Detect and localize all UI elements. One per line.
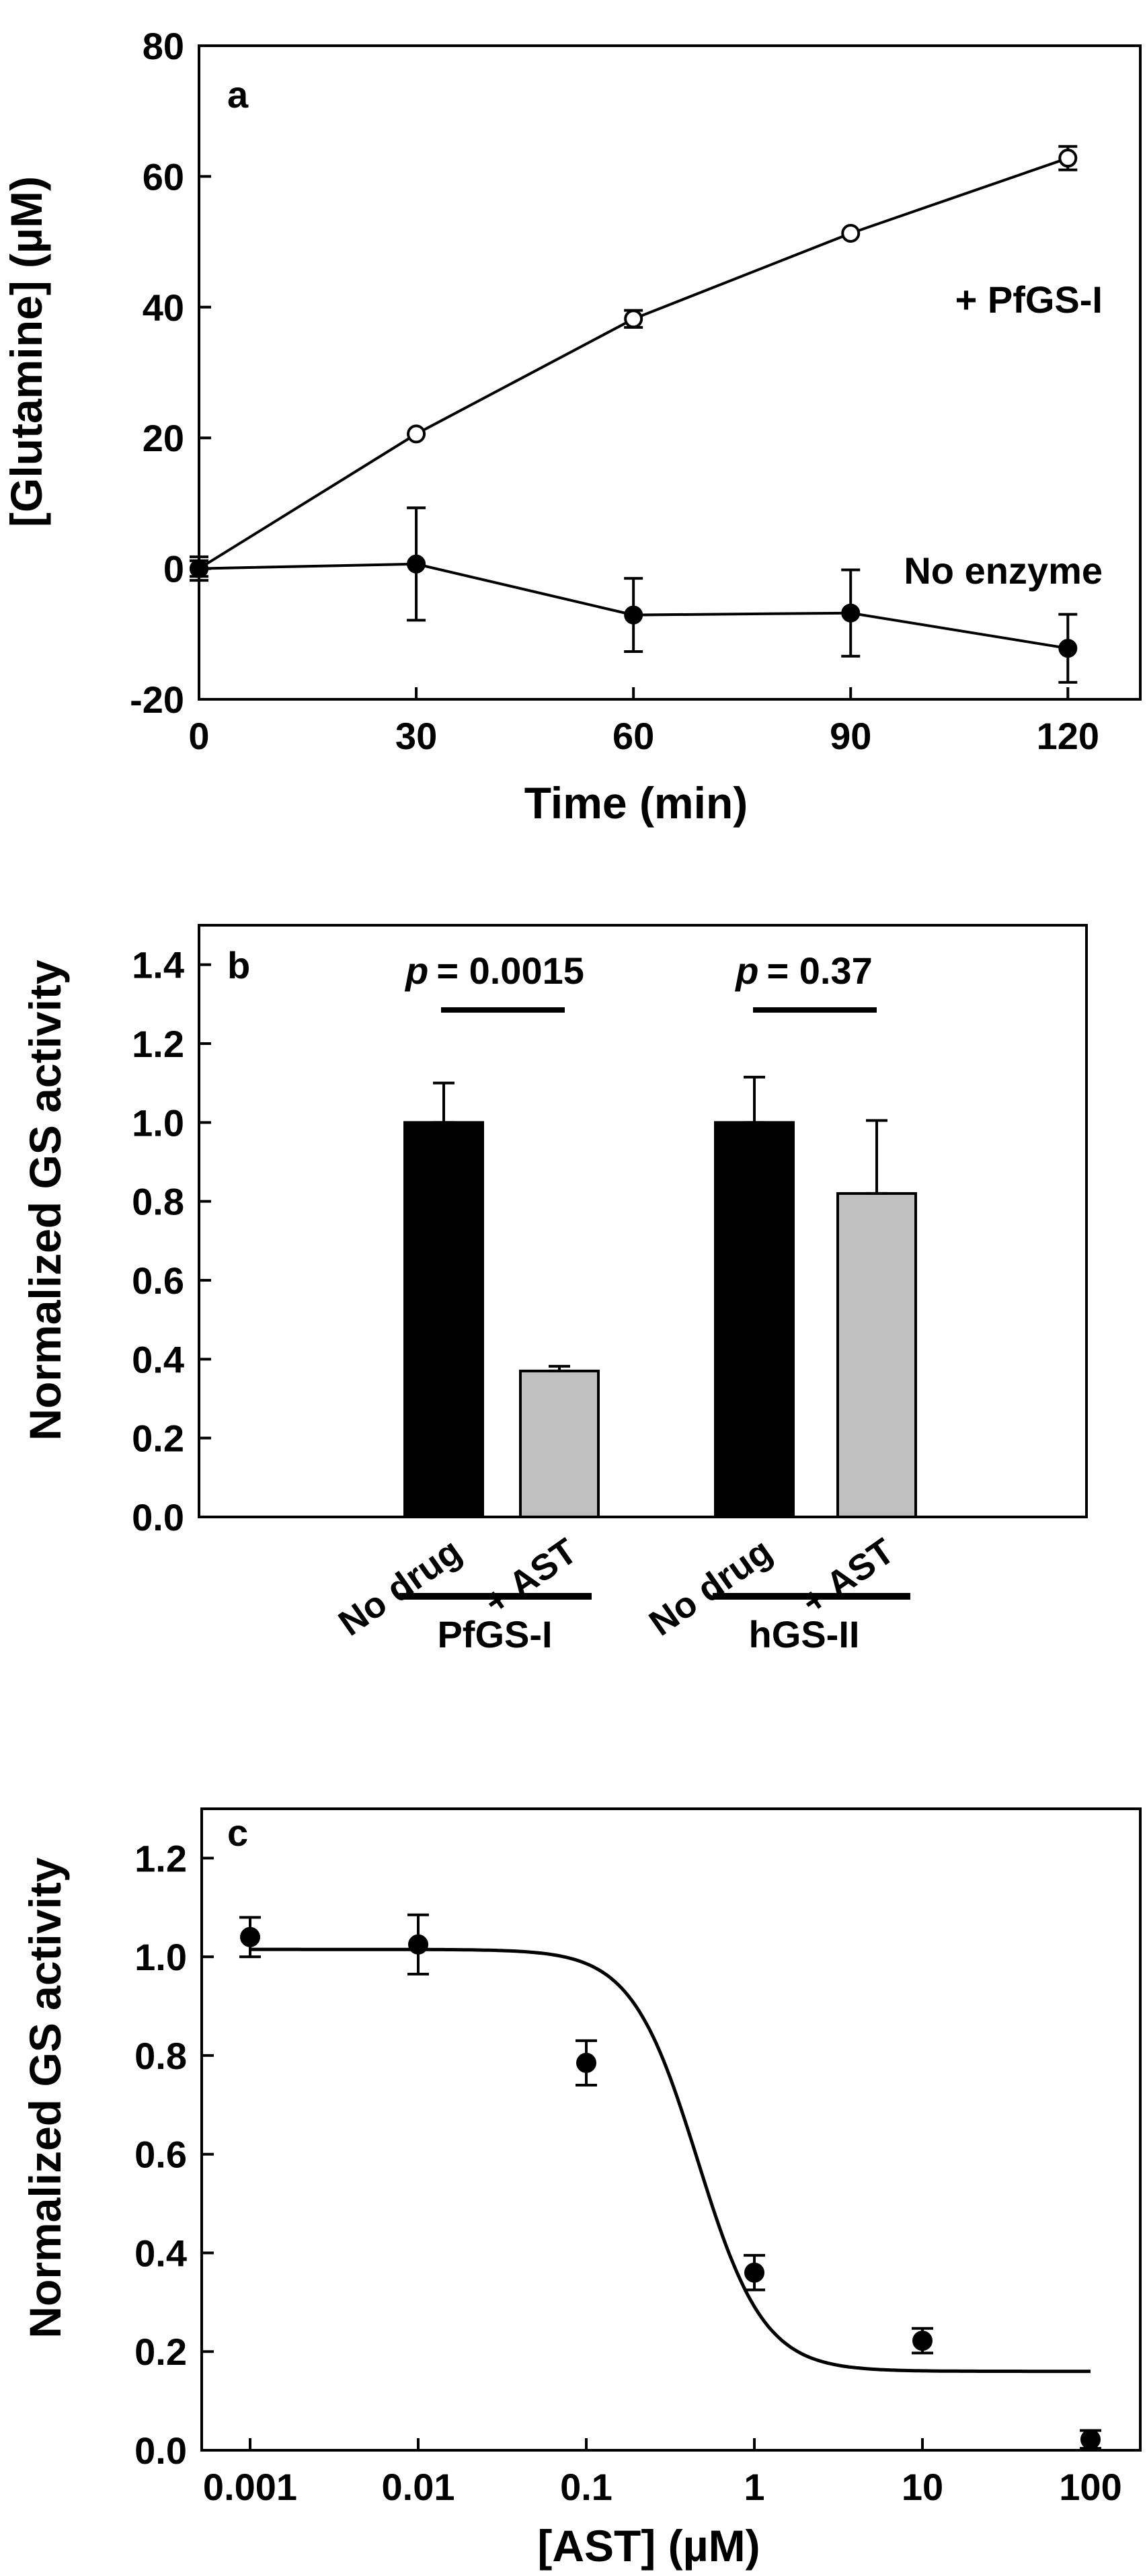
- panel-b-letter: b: [227, 944, 250, 986]
- panel-c-y-tick-label-6: 1.2: [134, 1837, 187, 1879]
- panel-c-point-2: [576, 2052, 596, 2073]
- panel-c: Normalized GS activity [AST] (µM) c 0.00…: [20, 1807, 1142, 2571]
- panel-a-x-tick-label-3: 90: [830, 715, 871, 757]
- panel-b-y-tick-label-0: 0.0: [132, 1496, 184, 1538]
- panel-b-y-tick-label-6: 1.2: [132, 1023, 184, 1065]
- panel-b-bar-1: [519, 1369, 600, 1519]
- panel-a-series-label-no-enzyme: No enzyme: [904, 549, 1103, 592]
- panel-a-series-line-0: [198, 157, 1068, 570]
- panel-c-y-tick-label-1: 0.2: [134, 2331, 187, 2373]
- panel-a-series-1-point-3: [841, 603, 861, 623]
- panel-c-x-axis-label: [AST] (µM): [537, 2521, 760, 2571]
- panel-a-y-tick-label-1: 0: [163, 548, 184, 590]
- panel-a-letter: a: [227, 73, 249, 116]
- panel-c-plot-frame: [200, 1807, 1142, 2452]
- panel-b-bar-0: [403, 1121, 484, 1519]
- panel-c-point-4: [912, 2331, 933, 2351]
- panel-b-y-tick-label-2: 0.4: [132, 1338, 184, 1380]
- panel-a-y-tick-label-0: -20: [130, 678, 184, 721]
- panel-c-fit-curve: [250, 1947, 1091, 2374]
- panel-c-x-tick-label-3: 1: [744, 2466, 764, 2508]
- panel-c-point-0: [240, 1926, 260, 1947]
- panel-a-series-1-point-4: [1058, 639, 1078, 658]
- panel-c-point-1: [408, 1934, 428, 1955]
- panel-a-series-label-pfgs: + PfGS-I: [955, 278, 1103, 321]
- panel-b-y-tick-label-5: 1.0: [132, 1101, 184, 1144]
- panel-c-x-tick-label-4: 10: [902, 2466, 943, 2508]
- panel-a-series-0-point-3: [841, 223, 861, 243]
- group-label-hgs-2: hGS-II: [749, 1613, 860, 1655]
- panel-b-bar-2: [714, 1121, 795, 1519]
- p-value-pfgs-1: p = 0.0015: [404, 949, 584, 992]
- panel-b-y-tick-label-4: 0.8: [132, 1181, 184, 1223]
- panel-b: Normalized GS activity b p = 0.0015 p = 0.…: [20, 924, 1088, 1655]
- p-value-hgs-2: p = 0.37: [734, 949, 872, 992]
- panel-a-x-tick-label-4: 120: [1037, 715, 1099, 757]
- panel-a-x-tick-label-0: 0: [188, 715, 209, 757]
- panel-a-plot-frame: [198, 44, 1142, 701]
- panel-c-x-tick-label-1: 0.01: [382, 2466, 455, 2508]
- panel-b-y-tick-label-1: 0.2: [132, 1417, 184, 1460]
- panel-a-series-1-point-1: [407, 554, 426, 574]
- panel-b-bar-3: [836, 1192, 917, 1519]
- panel-a-y-axis-label: [Glutamine] (µM): [1, 176, 51, 527]
- panel-b-plot-frame: [198, 924, 1088, 1518]
- panel-c-letter: c: [227, 1811, 248, 1854]
- panel-a-series-0-point-4: [1058, 149, 1078, 168]
- panel-b-y-tick-label-3: 0.6: [132, 1259, 184, 1302]
- panel-b-category-label-3: + AST: [795, 1531, 902, 1623]
- panel-a-x-axis-label: Time (min): [524, 778, 748, 828]
- panel-c-y-tick-label-5: 1.0: [134, 1936, 187, 1978]
- panel-b-y-tick-label-7: 1.4: [132, 944, 184, 986]
- panel-a-y-tick-label-5: 80: [143, 25, 184, 67]
- panel-c-y-tick-label-0: 0.0: [134, 2429, 187, 2472]
- panel-b-category-label-1: + AST: [477, 1531, 584, 1623]
- panel-c-y-tick-label-4: 0.8: [134, 2035, 187, 2077]
- panel-c-point-5: [1080, 2429, 1101, 2450]
- panel-a-series-0-point-1: [407, 424, 426, 444]
- panel-a-series-1-point-0: [190, 559, 208, 578]
- panel-a-x-tick-label-1: 30: [395, 715, 437, 757]
- panel-c-x-tick-label-0: 0.001: [203, 2466, 297, 2508]
- panel-c-y-tick-label-2: 0.4: [134, 2232, 187, 2274]
- panel-a-y-tick-label-3: 40: [143, 286, 184, 329]
- panel-a-x-tick-label-2: 60: [612, 715, 654, 757]
- panel-a: [Glutamine] (µM) Time (min) a -200204060…: [1, 25, 1142, 828]
- panel-c-point-3: [744, 2262, 764, 2283]
- panel-a-y-tick-label-2: 20: [143, 417, 184, 459]
- panel-c-x-tick-label-2: 0.1: [560, 2466, 612, 2508]
- panel-a-y-tick-label-4: 60: [143, 155, 184, 198]
- panel-a-series-0-point-2: [624, 309, 643, 329]
- panel-c-x-tick-label-5: 100: [1059, 2466, 1121, 2508]
- panel-c-y-tick-label-3: 0.6: [134, 2134, 187, 2176]
- panel-c-y-axis-label: Normalized GS activity: [20, 1857, 70, 2339]
- panel-b-y-axis-label: Normalized GS activity: [20, 960, 70, 1441]
- group-label-pfgs-1: PfGS-I: [437, 1613, 552, 1655]
- panel-a-series-1-point-2: [624, 605, 643, 625]
